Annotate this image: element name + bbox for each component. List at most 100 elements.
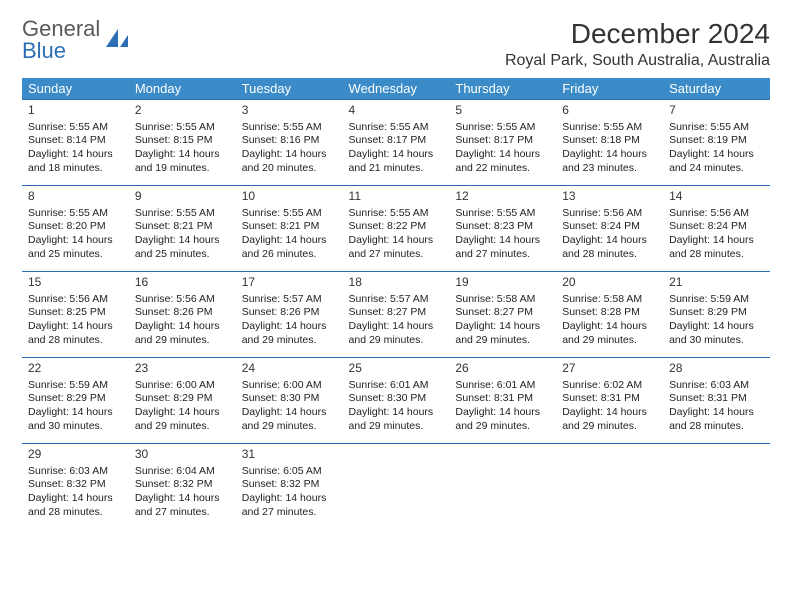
daylight-line: Daylight: 14 hours and 27 minutes.: [242, 492, 337, 519]
calendar-cell: 4 Sunrise: 5:55 AMSunset: 8:17 PMDaylight…: [343, 100, 450, 186]
calendar-cell: 3Sunrise: 5:55 AMSunset: 8:16 PMDaylight…: [236, 100, 343, 186]
sunrise-line: Sunrise: 5:56 AM: [28, 293, 123, 307]
calendar-cell: 22Sunrise: 5:59 AMSunset: 8:29 PMDayligh…: [22, 358, 129, 444]
daylight-line: Daylight: 14 hours and 25 minutes.: [135, 234, 230, 261]
day-number: 18: [349, 275, 444, 291]
sunrise-line: Sunrise: 5:57 AM: [349, 293, 444, 307]
sunset-line: Sunset: 8:19 PM: [669, 134, 764, 148]
sunrise-line: Sunrise: 5:55 AM: [28, 121, 123, 135]
sunrise-line: Sunrise: 6:00 AM: [242, 379, 337, 393]
daylight-line: Daylight: 14 hours and 29 minutes.: [349, 320, 444, 347]
daylight-line: Daylight: 14 hours and 23 minutes.: [562, 148, 657, 175]
sunrise-line: Sunrise: 5:55 AM: [242, 121, 337, 135]
sunset-line: Sunset: 8:26 PM: [242, 306, 337, 320]
daylight-line: Daylight: 14 hours and 28 minutes.: [28, 320, 123, 347]
day-number: 23: [135, 361, 230, 377]
header: General Blue December 2024 Royal Park, S…: [22, 18, 770, 70]
col-tuesday: Tuesday: [236, 78, 343, 100]
col-friday: Friday: [556, 78, 663, 100]
calendar-cell: 23Sunrise: 6:00 AMSunset: 8:29 PMDayligh…: [129, 358, 236, 444]
daylight-line: Daylight: 14 hours and 22 minutes.: [455, 148, 550, 175]
day-number: 27: [562, 361, 657, 377]
sunrise-line: Sunrise: 6:01 AM: [349, 379, 444, 393]
day-number: 12: [455, 189, 550, 205]
day-number: 7: [669, 103, 764, 119]
sunrise-line: Sunrise: 6:01 AM: [455, 379, 550, 393]
sunrise-line: Sunrise: 5:58 AM: [455, 293, 550, 307]
sunset-line: Sunset: 8:31 PM: [455, 392, 550, 406]
calendar-cell: 29Sunrise: 6:03 AMSunset: 8:32 PMDayligh…: [22, 444, 129, 530]
daylight-line: Daylight: 14 hours and 25 minutes.: [28, 234, 123, 261]
day-number: 26: [455, 361, 550, 377]
sunset-line: Sunset: 8:16 PM: [242, 134, 337, 148]
sunrise-line: Sunrise: 5:55 AM: [349, 207, 444, 221]
sunset-line: Sunset: 8:17 PM: [349, 134, 444, 148]
sunset-line: Sunset: 8:29 PM: [669, 306, 764, 320]
sunrise-line: Sunrise: 5:55 AM: [135, 121, 230, 135]
sunrise-line: Sunrise: 5:55 AM: [28, 207, 123, 221]
sunset-line: Sunset: 8:25 PM: [28, 306, 123, 320]
col-thursday: Thursday: [449, 78, 556, 100]
calendar-cell: 26Sunrise: 6:01 AMSunset: 8:31 PMDayligh…: [449, 358, 556, 444]
day-number: 31: [242, 447, 337, 463]
day-number: 4: [349, 103, 444, 119]
sunset-line: Sunset: 8:26 PM: [135, 306, 230, 320]
daylight-line: Daylight: 14 hours and 27 minutes.: [135, 492, 230, 519]
calendar-cell: 30Sunrise: 6:04 AMSunset: 8:32 PMDayligh…: [129, 444, 236, 530]
calendar-cell: 31Sunrise: 6:05 AMSunset: 8:32 PMDayligh…: [236, 444, 343, 530]
day-number: 5: [455, 103, 550, 119]
day-number: 24: [242, 361, 337, 377]
calendar-cell: 21Sunrise: 5:59 AMSunset: 8:29 PMDayligh…: [663, 272, 770, 358]
month-title: December 2024: [505, 18, 770, 50]
logo: General Blue: [22, 18, 130, 62]
sunrise-line: Sunrise: 6:00 AM: [135, 379, 230, 393]
title-block: December 2024 Royal Park, South Australi…: [505, 18, 770, 70]
day-number: 15: [28, 275, 123, 291]
calendar-row: 15Sunrise: 5:56 AMSunset: 8:25 PMDayligh…: [22, 272, 770, 358]
sunrise-line: Sunrise: 5:55 AM: [669, 121, 764, 135]
sunset-line: Sunset: 8:20 PM: [28, 220, 123, 234]
day-number: 16: [135, 275, 230, 291]
sunset-line: Sunset: 8:32 PM: [28, 478, 123, 492]
daylight-line: Daylight: 14 hours and 30 minutes.: [669, 320, 764, 347]
daylight-line: Daylight: 14 hours and 19 minutes.: [135, 148, 230, 175]
daylight-line: Daylight: 14 hours and 29 minutes.: [242, 320, 337, 347]
sunset-line: Sunset: 8:30 PM: [349, 392, 444, 406]
logo-sail-icon: [104, 27, 130, 53]
calendar-cell: 17Sunrise: 5:57 AMSunset: 8:26 PMDayligh…: [236, 272, 343, 358]
calendar-cell: 19Sunrise: 5:58 AMSunset: 8:27 PMDayligh…: [449, 272, 556, 358]
day-number: 30: [135, 447, 230, 463]
day-number: 14: [669, 189, 764, 205]
calendar-cell: 10 Sunrise: 5:55 AMSunset: 8:21 PMDayligh…: [236, 186, 343, 272]
sunrise-line: Sunrise: 5:58 AM: [562, 293, 657, 307]
daylight-line: Daylight: 14 hours and 26 minutes.: [242, 234, 337, 261]
day-number: 19: [455, 275, 550, 291]
day-number: 20: [562, 275, 657, 291]
sunset-line: Sunset: 8:22 PM: [349, 220, 444, 234]
day-number: 17: [242, 275, 337, 291]
sunset-line: Sunset: 8:24 PM: [562, 220, 657, 234]
sunset-line: Sunset: 8:17 PM: [455, 134, 550, 148]
sunrise-line: Sunrise: 5:55 AM: [349, 121, 444, 135]
sunrise-line: Sunrise: 5:55 AM: [135, 207, 230, 221]
daylight-line: Daylight: 14 hours and 29 minutes.: [562, 320, 657, 347]
calendar-cell: 16Sunrise: 5:56 AMSunset: 8:26 PMDayligh…: [129, 272, 236, 358]
day-number: 25: [349, 361, 444, 377]
day-number: 21: [669, 275, 764, 291]
weekday-header-row: Sunday Monday Tuesday Wednesday Thursday…: [22, 78, 770, 100]
calendar-row: 8Sunrise: 5:55 AMSunset: 8:20 PMDaylight…: [22, 186, 770, 272]
sunrise-line: Sunrise: 6:02 AM: [562, 379, 657, 393]
sunset-line: Sunset: 8:21 PM: [242, 220, 337, 234]
sunrise-line: Sunrise: 5:55 AM: [242, 207, 337, 221]
daylight-line: Daylight: 14 hours and 29 minutes.: [562, 406, 657, 433]
sunrise-line: Sunrise: 5:55 AM: [455, 121, 550, 135]
calendar-cell: 25Sunrise: 6:01 AMSunset: 8:30 PMDayligh…: [343, 358, 450, 444]
daylight-line: Daylight: 14 hours and 21 minutes.: [349, 148, 444, 175]
day-number: 28: [669, 361, 764, 377]
calendar-cell: 11Sunrise: 5:55 AMSunset: 8:22 PMDayligh…: [343, 186, 450, 272]
daylight-line: Daylight: 14 hours and 29 minutes.: [135, 406, 230, 433]
day-number: 2: [135, 103, 230, 119]
calendar-cell: 9Sunrise: 5:55 AMSunset: 8:21 PMDaylight…: [129, 186, 236, 272]
day-number: 10: [242, 189, 337, 205]
day-number: 22: [28, 361, 123, 377]
